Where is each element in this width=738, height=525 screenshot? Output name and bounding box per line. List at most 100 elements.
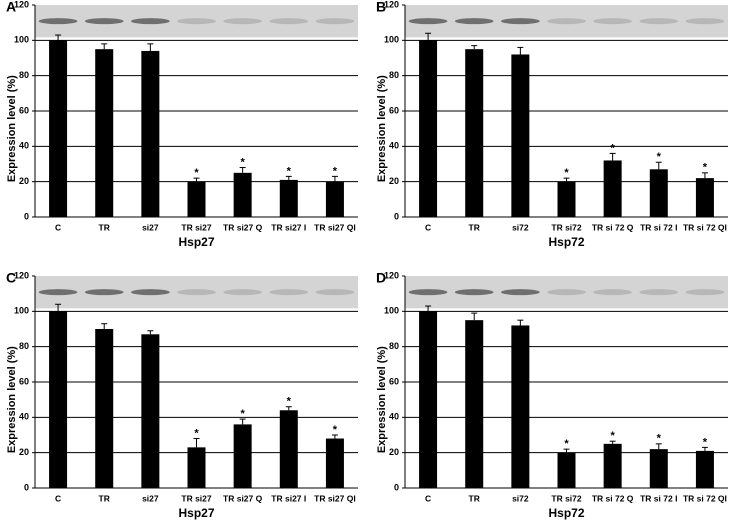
panel-label: A	[6, 0, 16, 15]
blot-band	[593, 289, 633, 296]
blot-band	[38, 18, 78, 25]
y-tick-label: 20	[19, 176, 29, 186]
x-tick-label: TR si27 I	[271, 493, 306, 503]
blot-band	[408, 18, 448, 25]
blot-band	[315, 289, 355, 296]
bar	[141, 334, 160, 488]
bar	[95, 49, 114, 217]
significance-mark: *	[611, 142, 616, 154]
bar	[511, 325, 530, 488]
significance-mark: *	[564, 438, 569, 450]
bar	[603, 160, 622, 217]
y-tick-label: 20	[389, 176, 399, 186]
y-axis-label: Expression level (%)	[376, 75, 388, 182]
blot-band	[84, 289, 124, 296]
blot-band	[84, 18, 124, 25]
blot-band	[547, 289, 586, 296]
y-axis-label: Expression level (%)	[376, 346, 388, 453]
bar	[49, 311, 68, 488]
x-tick-label: TR si 72 I	[640, 493, 677, 503]
bar	[279, 410, 298, 488]
y-tick-label: 100	[14, 306, 29, 316]
y-tick-label: 100	[384, 306, 399, 316]
bar	[233, 424, 252, 488]
x-tick-label: TR si27 I	[271, 222, 306, 232]
significance-mark: *	[287, 396, 292, 408]
x-axis-label: Hsp72	[548, 506, 584, 520]
blot-band	[639, 289, 679, 296]
y-tick-label: 60	[19, 105, 29, 115]
bar	[557, 452, 576, 488]
significance-mark: *	[657, 151, 662, 163]
panel-label: B	[376, 0, 386, 15]
bar	[233, 172, 252, 217]
y-tick-label: 0	[394, 211, 399, 221]
y-axis-label: Expression level (%)	[6, 346, 18, 453]
significance-mark: *	[657, 433, 662, 445]
bar	[603, 443, 622, 488]
blot-band	[177, 18, 216, 25]
blot-band	[223, 18, 263, 25]
bar	[141, 50, 160, 217]
x-tick-label: C	[55, 493, 61, 503]
significance-mark: *	[241, 156, 246, 168]
x-tick-label: TR	[99, 493, 110, 503]
x-tick-label: TR si 72 Q	[592, 222, 634, 232]
bar	[511, 54, 530, 217]
x-axis-label: Hsp27	[178, 235, 214, 249]
y-tick-label: 80	[389, 341, 399, 351]
blot-band	[269, 18, 309, 25]
x-tick-label: TR si27	[181, 493, 212, 503]
x-tick-label: TR si72	[551, 222, 582, 232]
bar	[695, 178, 714, 217]
y-tick-label: 0	[24, 211, 29, 221]
significance-mark: *	[564, 167, 569, 179]
x-tick-label: si72	[512, 222, 529, 232]
blot-band	[685, 18, 725, 25]
bar	[187, 181, 206, 217]
y-tick-label: 60	[19, 376, 29, 386]
significance-mark: *	[333, 165, 338, 177]
significance-mark: *	[194, 427, 199, 439]
x-tick-label: TR si27 Q	[223, 493, 263, 503]
y-tick-label: 40	[19, 141, 29, 151]
x-tick-label: C	[425, 222, 431, 232]
y-tick-label: 20	[389, 447, 399, 457]
blot-band	[500, 18, 540, 25]
bar	[325, 181, 344, 217]
panel-label: D	[376, 270, 386, 286]
x-tick-label: TR si27 QI	[314, 493, 356, 503]
blot-band	[315, 18, 355, 25]
y-tick-label: 120	[384, 270, 399, 280]
x-tick-label: TR si27	[181, 222, 212, 232]
bar	[279, 179, 298, 217]
significance-mark: *	[703, 162, 708, 174]
blot-band	[130, 18, 170, 25]
x-axis-label: Hsp72	[548, 235, 584, 249]
x-tick-label: TR si 72 I	[640, 222, 677, 232]
bar	[695, 450, 714, 488]
bar	[465, 320, 484, 488]
x-tick-label: TR	[469, 493, 480, 503]
x-tick-label: TR si 72 QI	[683, 493, 727, 503]
x-tick-label: si72	[512, 493, 529, 503]
blot-band	[685, 289, 725, 296]
y-tick-label: 60	[389, 105, 399, 115]
y-tick-label: 0	[394, 482, 399, 492]
bar	[49, 40, 68, 218]
bar	[465, 49, 484, 217]
blot-band	[223, 289, 263, 296]
x-tick-label: si27	[142, 493, 159, 503]
bar	[557, 181, 576, 217]
significance-mark: *	[194, 167, 199, 179]
bar	[649, 449, 668, 488]
y-tick-label: 120	[14, 270, 29, 280]
x-tick-label: TR	[469, 222, 480, 232]
y-tick-label: 20	[19, 447, 29, 457]
significance-mark: *	[703, 436, 708, 448]
y-tick-label: 0	[24, 482, 29, 492]
